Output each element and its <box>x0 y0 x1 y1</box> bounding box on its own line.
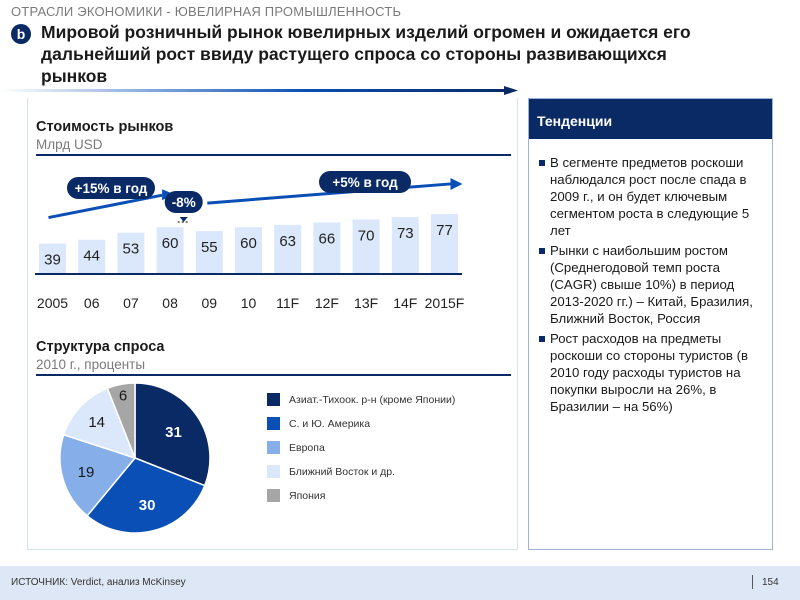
headline-line: рынков <box>41 66 108 86</box>
page-number: 154 <box>762 577 779 588</box>
bar-value-label: 66 <box>319 231 336 248</box>
category-label: 06 <box>84 295 100 311</box>
growth-arrow-icon <box>207 177 463 205</box>
footer-bar <box>0 566 800 600</box>
market-chart-rule <box>36 154 511 156</box>
trend-bullet: Рост расходов на предметы роскоши со сто… <box>537 330 769 415</box>
bar-value-label: 60 <box>162 235 179 252</box>
legend-swatch <box>267 441 280 454</box>
market-bar-chart: 39 2005 44 06 53 07 60 08 55 09 60 10 63 11F 66 12F 70 13… <box>35 171 465 311</box>
demand-chart-rule <box>36 374 511 376</box>
pie-slice <box>106 383 136 459</box>
category-label: 10 <box>241 295 257 311</box>
page-headline: Мировой розничный рынок ювелирных издели… <box>41 21 781 87</box>
page-separator <box>752 575 753 589</box>
category-label: 2015F <box>425 295 465 311</box>
bar-value-label: 55 <box>201 239 218 256</box>
legend-swatch <box>267 465 280 478</box>
title-arrow-icon <box>0 86 518 95</box>
svg-text:-8%: -8% <box>172 195 196 210</box>
pie-slice <box>62 387 137 460</box>
legend-label: Япония <box>289 490 326 502</box>
pie-value-label: 6 <box>119 387 127 404</box>
bar-12F <box>313 222 341 274</box>
bar-2015F <box>431 213 458 274</box>
bar-value-label: 77 <box>436 222 453 239</box>
legend-label: Европа <box>289 442 325 454</box>
trend-bullet: Рынки с наибольшим ростом (Среднегодовой… <box>537 242 769 327</box>
section-badge: b <box>11 24 31 44</box>
pie-slice <box>134 383 211 487</box>
bar-value-label: 73 <box>397 225 414 242</box>
legend-swatch <box>267 417 280 430</box>
bar-value-label: 44 <box>83 248 100 265</box>
bar-value-label: 60 <box>240 235 257 252</box>
charts-panel <box>27 98 518 550</box>
trends-panel: Тенденции В сегменте предметов роскоши н… <box>528 98 773 550</box>
svg-text:+5% в год: +5% в год <box>332 175 398 190</box>
legend-label: Азиат.-Тихоок. р-н (кроме Японии) <box>289 394 456 406</box>
pie-value-label: 14 <box>88 414 105 431</box>
pie-value-label: 19 <box>78 464 95 481</box>
bar-value-label: 63 <box>279 233 296 250</box>
category-label: 12F <box>315 295 339 311</box>
category-label: 07 <box>123 295 139 311</box>
bar-06 <box>78 239 106 274</box>
pie-value-label: 30 <box>139 497 156 514</box>
source-note: ИСТОЧНИК: Verdict, анализ McKinsey <box>11 577 186 588</box>
category-label: 2005 <box>37 295 68 311</box>
legend-swatch <box>267 393 280 406</box>
bar-value-label: 39 <box>44 252 61 269</box>
category-label: 11F <box>276 295 299 311</box>
growth-annotation: +5% в год <box>319 171 411 193</box>
legend-swatch <box>267 489 280 502</box>
bar-value-label: 70 <box>358 227 375 244</box>
legend-label: Ближний Восток и др. <box>289 466 396 478</box>
bar-07 <box>117 232 145 274</box>
trends-title: Тенденции <box>529 99 772 139</box>
bar-08 <box>156 227 184 274</box>
pie-slice <box>86 457 206 533</box>
bar-09 <box>195 231 223 274</box>
market-chart-unit: Млрд USD <box>36 137 103 152</box>
bar-10 <box>235 227 262 274</box>
bar-2005 <box>39 243 66 274</box>
demand-chart-unit: 2010 г., проценты <box>36 357 146 372</box>
bar-11F <box>274 224 302 274</box>
trend-bullet: В сегменте предметов роскоши наблюдался … <box>537 154 769 239</box>
category-label: 09 <box>202 295 218 311</box>
svg-text:+15% в год: +15% в год <box>75 181 148 196</box>
headline-line: дальнейший рост ввиду растущего спроса с… <box>41 44 667 64</box>
bar-13F <box>352 219 380 274</box>
growth-annotation: +15% в год <box>67 177 155 199</box>
headline-line: Мировой розничный рынок ювелирных издели… <box>41 22 691 42</box>
market-chart-title: Стоимость рынков <box>36 119 174 135</box>
pie-slice <box>59 433 137 517</box>
legend-label: С. и Ю. Америка <box>289 418 371 430</box>
bar-14F <box>391 217 419 274</box>
category-label: 14F <box>393 295 417 311</box>
pie-value-label: 31 <box>165 424 182 441</box>
bar-value-label: 53 <box>123 241 140 258</box>
demand-chart-title: Структура спроса <box>36 339 165 355</box>
decline-annotation: -8% <box>164 191 203 223</box>
category-label: 08 <box>162 295 178 311</box>
section-tag: ОТРАСЛИ ЭКОНОМИКИ - ЮВЕЛИРНАЯ ПРОМЫШЛЕНН… <box>11 4 402 19</box>
category-label: 13F <box>354 295 378 311</box>
trends-list: В сегменте предметов роскоши наблюдался … <box>537 154 769 418</box>
demand-pie-chart: 31 30 19 14 6 <box>59 383 211 533</box>
